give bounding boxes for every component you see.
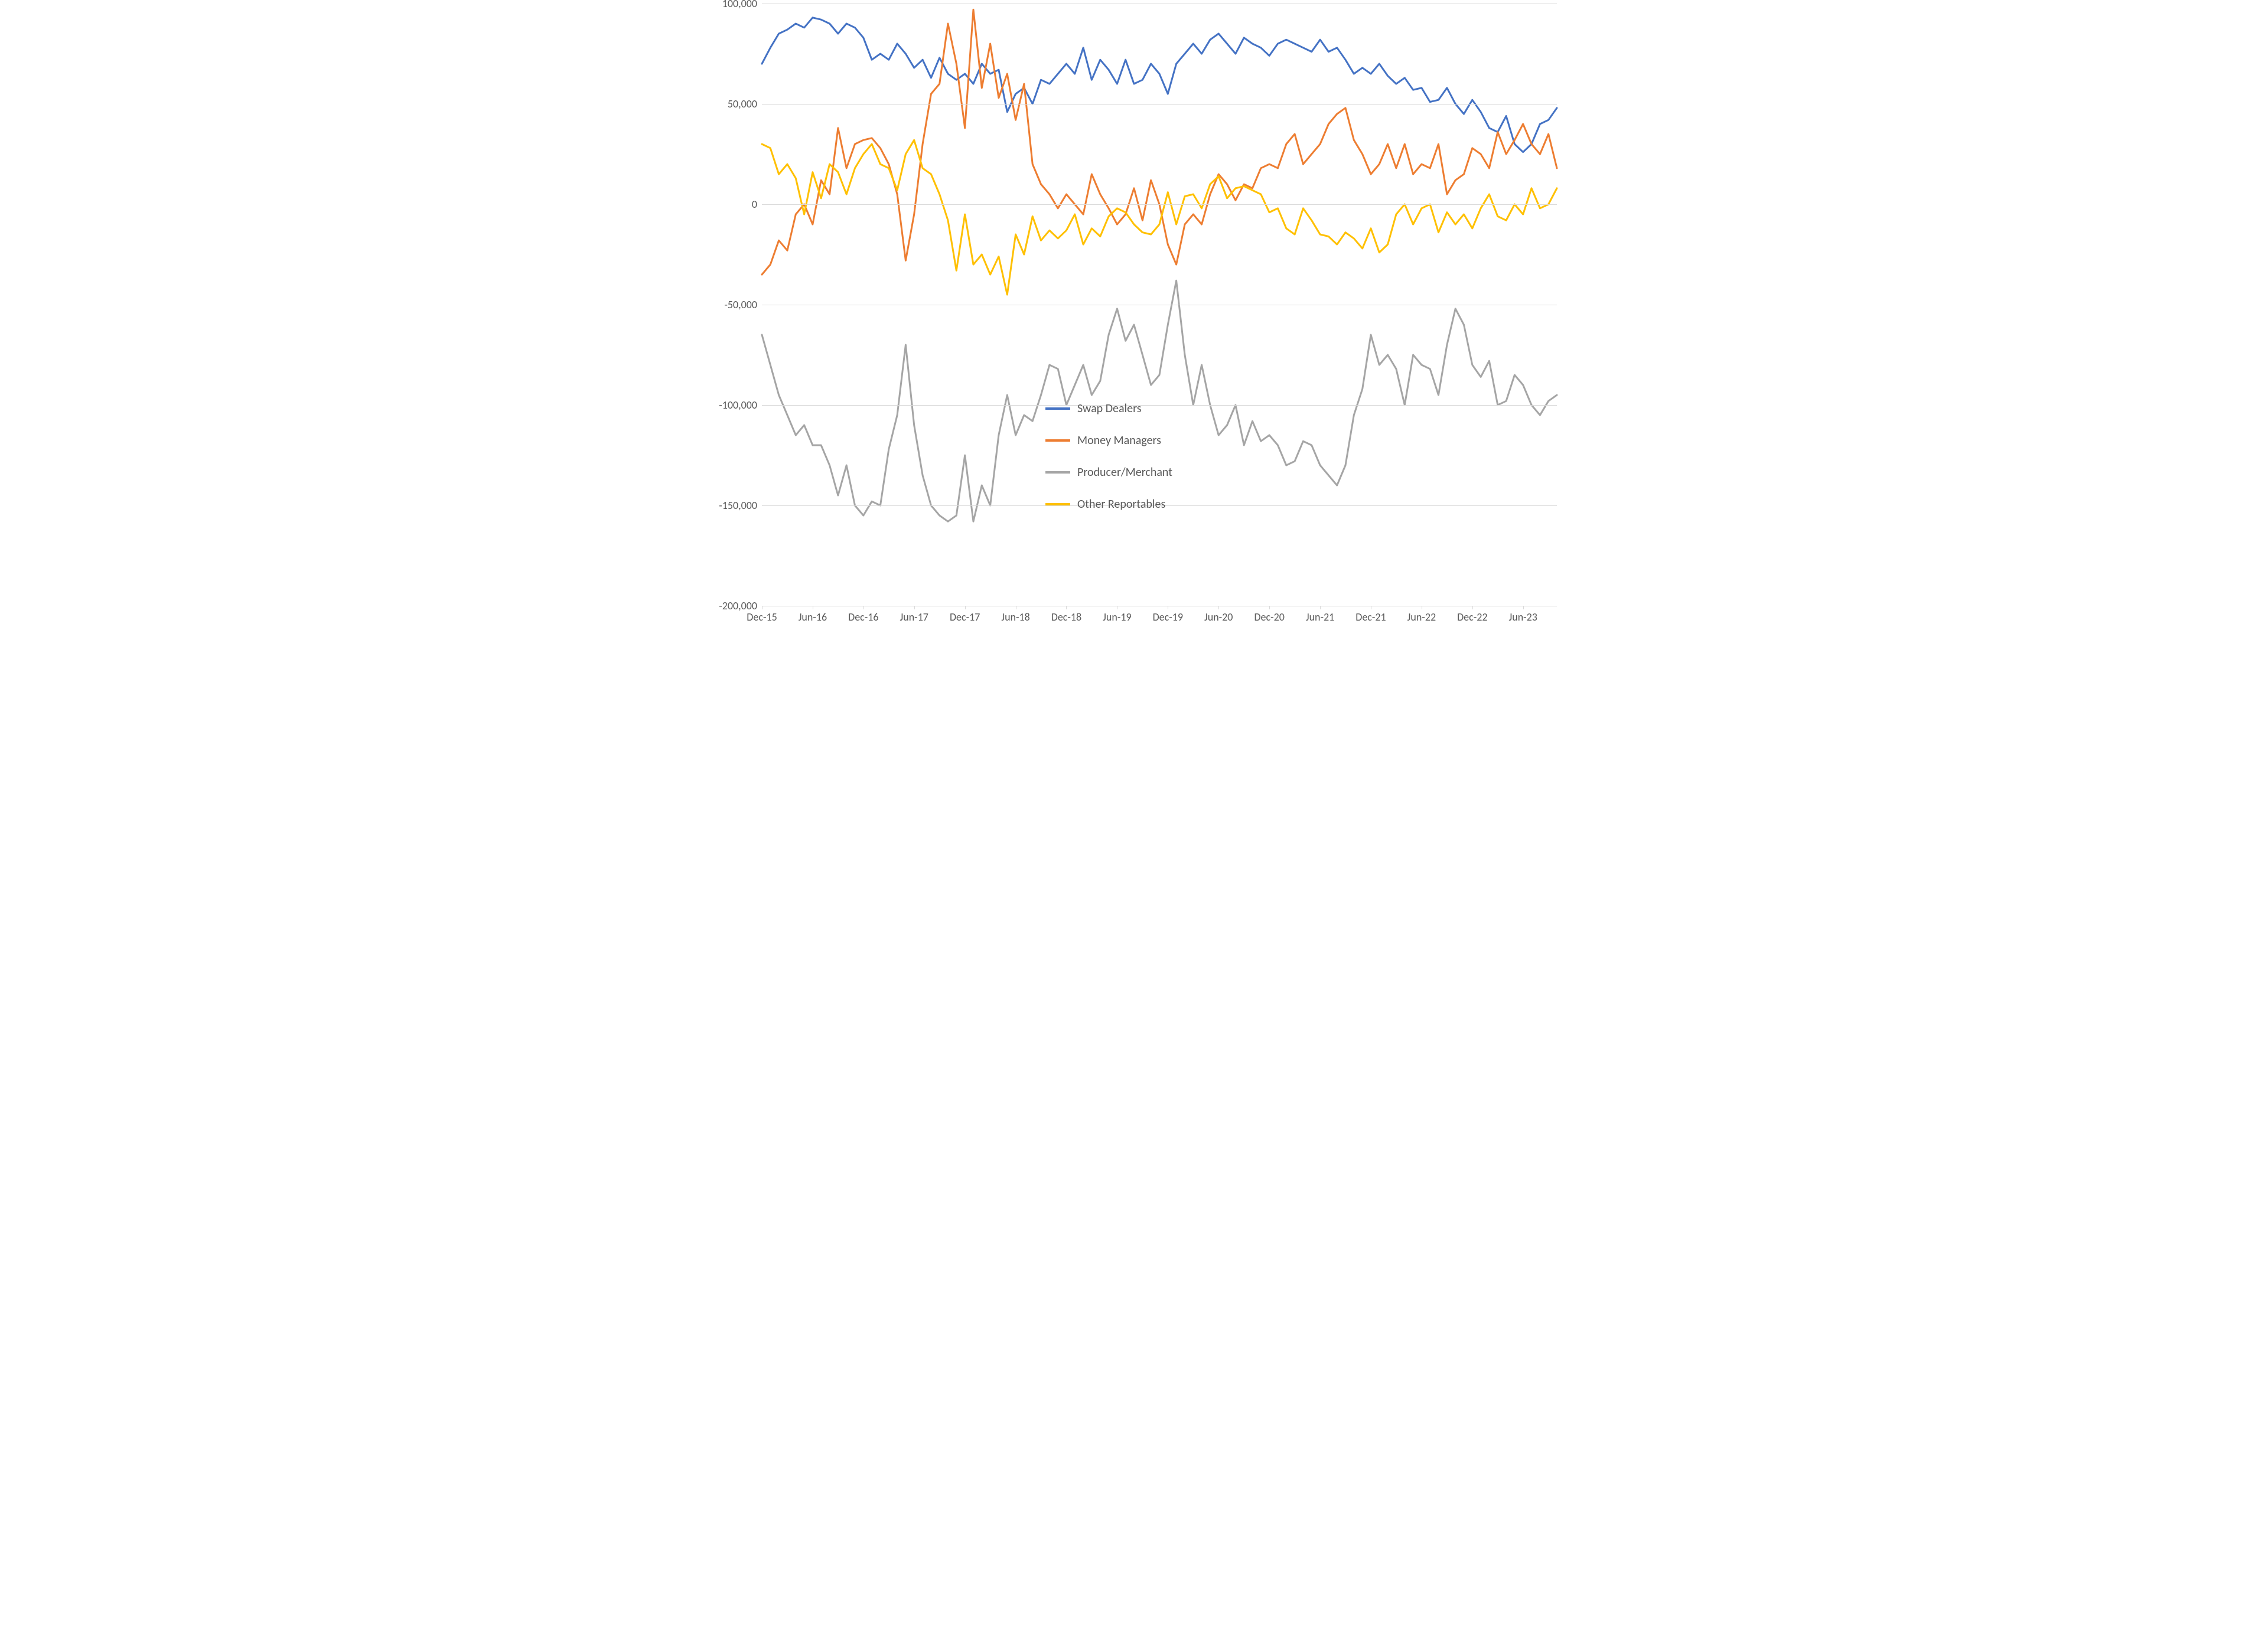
x-tick-label: Dec-21 bbox=[1355, 606, 1386, 624]
legend-item: Other Reportables bbox=[1045, 497, 1172, 511]
x-tick-label: Dec-15 bbox=[747, 606, 777, 624]
x-tick-label: Jun-21 bbox=[1306, 606, 1334, 624]
x-tick-label: Dec-18 bbox=[1051, 606, 1081, 624]
legend-label: Other Reportables bbox=[1077, 497, 1165, 511]
y-tick-label: 100,000 bbox=[722, 0, 762, 10]
series-line bbox=[762, 140, 1557, 295]
x-tick-label: Jun-16 bbox=[799, 606, 827, 624]
legend-label: Swap Dealers bbox=[1077, 402, 1142, 416]
x-tick-label: Dec-22 bbox=[1457, 606, 1487, 624]
y-tick-label: -100,000 bbox=[719, 399, 762, 412]
x-tick-label: Jun-17 bbox=[900, 606, 928, 624]
x-tick-label: Jun-23 bbox=[1509, 606, 1537, 624]
x-tick-label: Jun-19 bbox=[1103, 606, 1131, 624]
y-tick-label: -50,000 bbox=[724, 298, 762, 311]
legend-swatch bbox=[1045, 439, 1070, 442]
x-tick-label: Jun-18 bbox=[1001, 606, 1029, 624]
x-tick-label: Dec-17 bbox=[950, 606, 980, 624]
series-line bbox=[762, 9, 1557, 275]
gridline bbox=[762, 204, 1557, 205]
legend-swatch bbox=[1045, 407, 1070, 410]
chart-container: COT Net Positions - ULSD(HO) Combined 10… bbox=[697, 0, 1571, 634]
x-tick-label: Jun-22 bbox=[1407, 606, 1436, 624]
legend-item: Money Managers bbox=[1045, 433, 1172, 448]
legend-swatch bbox=[1045, 503, 1070, 505]
y-tick-label: -150,000 bbox=[719, 499, 762, 512]
gridline bbox=[762, 104, 1557, 105]
legend-item: Producer/Merchant bbox=[1045, 465, 1172, 479]
y-tick-label: 0 bbox=[752, 198, 762, 211]
legend-swatch bbox=[1045, 471, 1070, 474]
x-tick-label: Dec-20 bbox=[1254, 606, 1284, 624]
legend-label: Producer/Merchant bbox=[1077, 465, 1172, 479]
legend-item: Swap Dealers bbox=[1045, 402, 1172, 416]
x-tick-label: Jun-20 bbox=[1204, 606, 1233, 624]
x-tick-label: Dec-16 bbox=[848, 606, 878, 624]
series-line bbox=[762, 18, 1557, 152]
legend-label: Money Managers bbox=[1077, 433, 1161, 448]
x-tick-label: Dec-19 bbox=[1153, 606, 1183, 624]
legend: Swap Dealers Money Managers Producer/Merch… bbox=[1045, 402, 1172, 529]
y-tick-label: 50,000 bbox=[728, 97, 762, 110]
